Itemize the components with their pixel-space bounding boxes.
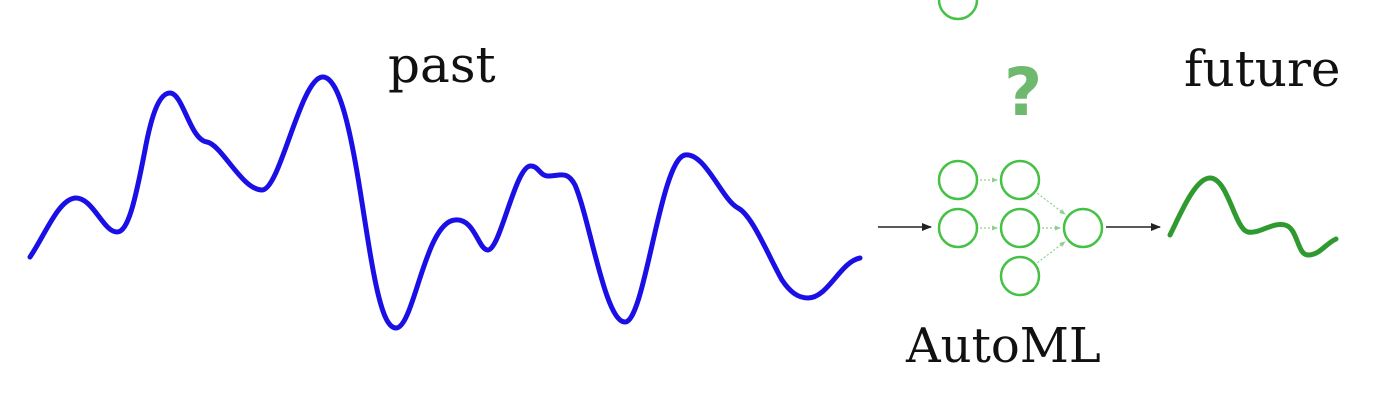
- network-node-0-2: [937, 0, 979, 21]
- network-edge: [1037, 192, 1066, 215]
- future-label: future: [1184, 40, 1341, 98]
- network-node-1-0: [999, 159, 1041, 201]
- network-nodes: [937, 0, 1104, 297]
- neural-network-icon: [937, 0, 1104, 297]
- future-forecast-line: [1167, 175, 1339, 258]
- past-time-series-line: [27, 74, 863, 331]
- network-node-1-2: [999, 255, 1041, 297]
- past-label: past: [388, 36, 496, 94]
- network-node-2-0: [1062, 207, 1104, 249]
- network-node-0-1: [937, 207, 979, 249]
- network-edges: [980, 177, 1066, 264]
- question-mark-icon: ?: [1004, 54, 1043, 131]
- network-edge: [1037, 241, 1066, 264]
- network-node-0-0: [937, 159, 979, 201]
- automl-label: AutoML: [906, 318, 1101, 374]
- network-node-1-1: [999, 207, 1041, 249]
